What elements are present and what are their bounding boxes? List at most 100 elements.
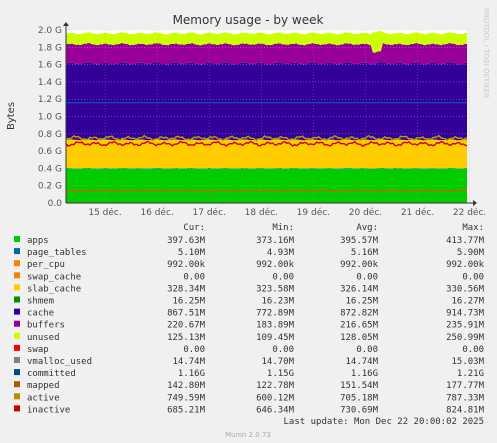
- legend-min-swap_cache: 0.00: [272, 272, 294, 282]
- legend-min-slab_cache: 323.58M: [256, 284, 295, 294]
- y-axis-label: Bytes: [6, 102, 17, 130]
- area-unused: [66, 30, 467, 53]
- legend-swatch-swap: [14, 344, 20, 351]
- legend-avg-unused: 128.05M: [340, 333, 379, 343]
- legend-max-inactive: 824.81M: [446, 405, 485, 415]
- x-tick-label: 21 déc.: [401, 207, 434, 218]
- legend-avg-shmem: 16.25M: [345, 297, 378, 307]
- legend-name-apps: apps: [27, 236, 49, 246]
- y-tick-label: 0.6 G: [38, 147, 62, 157]
- area-page_tables: [66, 167, 467, 169]
- legend-swatch-buffers: [14, 320, 20, 327]
- legend-swatch-shmem: [14, 296, 20, 303]
- legend-min-unused: 109.45M: [256, 333, 295, 343]
- legend-name-swap: swap: [27, 345, 49, 355]
- legend-swatch-committed: [14, 369, 20, 376]
- legend-cur-slab_cache: 328.34M: [167, 284, 206, 294]
- x-tick-label: 16 déc.: [140, 207, 173, 218]
- legend-cur-active: 749.59M: [167, 393, 206, 403]
- legend-max-page_tables: 5.90M: [457, 248, 485, 258]
- legend-swatch-inactive: [14, 405, 20, 412]
- legend-cur-committed: 1.16G: [178, 369, 205, 379]
- x-tick-label: 17 déc.: [193, 207, 226, 218]
- last-update: Last update: Mon Dec 22 20:00:02 2025: [284, 417, 484, 427]
- legend-cur-apps: 397.63M: [167, 236, 206, 246]
- legend-swatch-page_tables: [14, 248, 20, 255]
- legend-avg-inactive: 730.69M: [340, 405, 379, 415]
- legend-header-max: Max:: [462, 223, 484, 233]
- line-mapped: [65, 188, 468, 193]
- munin-version: Munin 2.0.73: [225, 431, 271, 439]
- legend-swatch-vmalloc_used: [14, 357, 20, 363]
- legend-min-shmem: 16.23M: [261, 297, 294, 307]
- legend-swatch-unused: [14, 332, 20, 339]
- legend-swatch-mapped: [14, 381, 20, 388]
- legend-min-active: 600.12M: [256, 393, 295, 403]
- legend-avg-mapped: 151.54M: [340, 381, 379, 391]
- legend-name-swap_cache: swap_cache: [27, 272, 81, 282]
- y-axis-arrow: [63, 22, 69, 26]
- legend-header-cur: Cur:: [183, 223, 205, 233]
- legend-cur-mapped: 142.80M: [167, 381, 206, 391]
- legend-avg-page_tables: 5.16M: [351, 248, 379, 258]
- legend-name-shmem: shmem: [27, 297, 54, 307]
- legend-avg-buffers: 216.65M: [340, 321, 379, 331]
- legend-cur-inactive: 685.21M: [167, 405, 206, 415]
- legend-name-active: active: [27, 393, 60, 403]
- legend-swatch-active: [14, 393, 20, 400]
- legend-min-apps: 373.16M: [256, 236, 295, 246]
- legend-min-cache: 772.89M: [256, 309, 295, 319]
- legend-name-page_tables: page_tables: [27, 248, 87, 258]
- area-cache: [66, 62, 467, 139]
- y-tick-label: 0.4 G: [38, 164, 62, 174]
- legend-avg-apps: 395.57M: [340, 236, 379, 246]
- legend-avg-swap: 0.00: [356, 345, 378, 355]
- legend-min-per_cpu: 992.00k: [256, 260, 295, 270]
- legend-name-vmalloc_used: vmalloc_used: [27, 357, 92, 367]
- legend-avg-active: 705.18M: [340, 393, 379, 403]
- legend-cur-swap_cache: 0.00: [183, 272, 205, 282]
- y-tick-label: 1.2 G: [38, 95, 62, 105]
- legend-avg-committed: 1.16G: [351, 369, 378, 379]
- legend-name-mapped: mapped: [27, 381, 60, 391]
- legend-avg-swap_cache: 0.00: [356, 272, 378, 282]
- legend-name-unused: unused: [27, 333, 60, 343]
- legend-min-swap: 0.00: [272, 345, 294, 355]
- legend-cur-cache: 867.51M: [167, 309, 206, 319]
- legend-min-vmalloc_used: 14.70M: [261, 357, 294, 367]
- y-tick-label: 0.0: [48, 199, 63, 209]
- legend-max-slab_cache: 330.56M: [446, 284, 485, 294]
- legend-name-cache: cache: [27, 309, 54, 319]
- legend-max-vmalloc_used: 15.03M: [451, 357, 484, 367]
- legend-max-shmem: 16.27M: [451, 297, 484, 307]
- legend-max-per_cpu: 992.00k: [446, 260, 485, 270]
- x-tick-label: 18 déc.: [245, 207, 278, 218]
- legend-cur-per_cpu: 992.00k: [167, 260, 206, 270]
- side-label: RRDTOOL / TOBI OETIKER: [482, 8, 490, 98]
- line-active: [65, 134, 468, 142]
- area-slab_cache: [66, 139, 467, 169]
- y-tick-label: 1.8 G: [38, 43, 62, 53]
- legend-cur-shmem: 16.25M: [172, 297, 205, 307]
- legend-name-inactive: inactive: [27, 405, 70, 415]
- y-tick-label: 2.0 G: [38, 26, 62, 36]
- legend-max-swap: 0.00: [462, 345, 484, 355]
- area-buffers: [66, 42, 467, 65]
- legend-max-apps: 413.77M: [446, 236, 485, 246]
- legend-max-mapped: 177.77M: [446, 381, 485, 391]
- y-tick-label: 0.8 G: [38, 130, 62, 140]
- legend-min-buffers: 183.89M: [256, 321, 295, 331]
- legend-swatch-cache: [14, 308, 20, 315]
- legend-name-committed: committed: [27, 369, 76, 379]
- legend-min-inactive: 646.34M: [256, 405, 295, 415]
- legend-max-committed: 1.21G: [457, 369, 484, 379]
- x-tick-label: 15 déc.: [88, 207, 121, 218]
- area-apps: [66, 168, 467, 203]
- legend-min-page_tables: 4.93M: [267, 248, 295, 258]
- x-tick-label: 22 déc.: [453, 207, 486, 218]
- x-tick-label: 20 déc.: [349, 207, 382, 218]
- line-inactive: [65, 140, 468, 148]
- y-tick-label: 0.2 G: [38, 182, 62, 192]
- area-per_cpu: [66, 167, 467, 169]
